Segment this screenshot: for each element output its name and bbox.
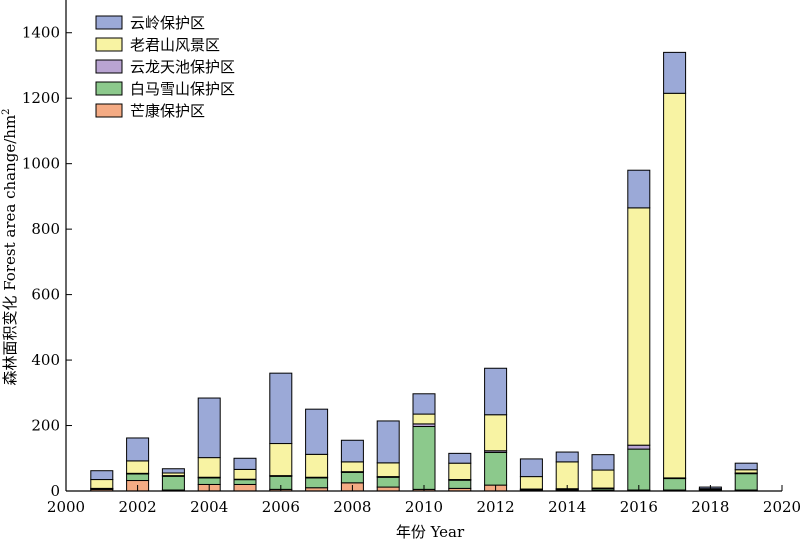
bar-segment-2019-1 bbox=[734, 473, 758, 491]
y-tick-label-1200: 1200 bbox=[22, 89, 60, 107]
y-tick-label-400: 400 bbox=[31, 351, 60, 369]
y-tick-label-0: 0 bbox=[50, 482, 60, 500]
bar-segment-2016-2 bbox=[627, 444, 651, 450]
legend-swatch-1 bbox=[95, 37, 123, 52]
bar-segment-2001-4 bbox=[90, 470, 114, 481]
bar-segment-2009-4 bbox=[376, 420, 400, 464]
bar-segment-2005-1 bbox=[233, 479, 257, 485]
x-tick-label-2008: 2008 bbox=[333, 498, 371, 516]
bar-segment-2004-1 bbox=[197, 477, 221, 485]
x-tick-label-2018: 2018 bbox=[691, 498, 729, 516]
bar-segment-2003-4 bbox=[161, 468, 185, 474]
y-tick-label-600: 600 bbox=[31, 286, 60, 304]
x-tick-label-2002: 2002 bbox=[119, 498, 157, 516]
x-tick-label-2020: 2020 bbox=[763, 498, 800, 516]
bar-segment-2002-4 bbox=[126, 437, 150, 462]
bar-segment-2009-3 bbox=[376, 462, 400, 478]
legend-label-0: 云岭保护区 bbox=[130, 14, 205, 32]
bar-segment-2017-3 bbox=[663, 92, 687, 479]
x-tick-label-2012: 2012 bbox=[477, 498, 515, 516]
bar-segment-2010-1 bbox=[412, 426, 436, 490]
bar-segment-2015-3 bbox=[591, 469, 615, 489]
bar-segment-2017-1 bbox=[663, 478, 687, 491]
x-tick-label-2016: 2016 bbox=[620, 498, 658, 516]
bar-segment-2013-4 bbox=[519, 458, 543, 478]
bar-segment-2010-4 bbox=[412, 393, 436, 415]
bar-segment-2017-4 bbox=[663, 51, 687, 94]
x-axis-title: 年份 Year bbox=[396, 523, 465, 541]
bar-segment-2013-3 bbox=[519, 476, 543, 490]
legend-swatch-4 bbox=[95, 103, 123, 118]
x-tick-label-2004: 2004 bbox=[190, 498, 228, 516]
legend-label-3: 白马雪山保护区 bbox=[130, 80, 235, 98]
bar-segment-2003-1 bbox=[161, 475, 185, 491]
legend-swatch-0 bbox=[95, 15, 123, 30]
y-tick-label-1000: 1000 bbox=[22, 155, 60, 173]
y-tick-label-1400: 1400 bbox=[22, 24, 60, 42]
bar-segment-2008-4 bbox=[340, 439, 364, 463]
bar-segment-2008-1 bbox=[340, 471, 364, 484]
legend-swatch-2 bbox=[95, 59, 123, 74]
bar-segment-2007-4 bbox=[305, 408, 329, 455]
bar-segment-2002-1 bbox=[126, 473, 150, 482]
bar-segment-2010-3 bbox=[412, 413, 436, 425]
bar-segment-2011-4 bbox=[448, 452, 472, 464]
y-tick-label-200: 200 bbox=[31, 417, 60, 435]
legend-label-2: 云龙天池保护区 bbox=[130, 58, 235, 76]
y-axis-title-group: 森林面积变化 Forest area change/hm2 bbox=[1, 108, 19, 385]
bar-segment-2005-4 bbox=[233, 457, 257, 470]
ticks-layer: 2000 2002 2004 2006 2008 2010 2012 2014 2016 2018… bbox=[22, 24, 800, 516]
y-tick-label-800: 800 bbox=[31, 220, 60, 238]
bar-segment-2006-3 bbox=[269, 443, 293, 477]
bar-segment-2014-4 bbox=[555, 451, 579, 463]
bar-segment-2016-1 bbox=[627, 448, 651, 491]
bar-segment-2009-1 bbox=[376, 476, 400, 488]
bar-segment-2008-3 bbox=[340, 461, 364, 473]
bar-segment-2016-3 bbox=[627, 207, 651, 446]
bar-segment-2007-3 bbox=[305, 453, 329, 478]
bar-segment-2005-0 bbox=[233, 483, 257, 492]
bar-segment-2014-3 bbox=[555, 461, 579, 490]
x-tick-label-2000: 2000 bbox=[47, 498, 85, 516]
bar-segment-2004-3 bbox=[197, 457, 221, 478]
x-tick-label-2010: 2010 bbox=[405, 498, 443, 516]
bar-segment-2019-4 bbox=[734, 462, 758, 471]
bar-segment-2004-4 bbox=[197, 397, 221, 459]
bar-segment-2015-4 bbox=[591, 454, 615, 471]
bar-segment-2007-1 bbox=[305, 477, 329, 489]
bar-segment-2012-1 bbox=[484, 451, 508, 486]
bar-segment-2011-3 bbox=[448, 462, 472, 481]
bar-segment-2005-3 bbox=[233, 468, 257, 480]
bar-segment-2002-3 bbox=[126, 460, 150, 474]
legend-swatch-3 bbox=[95, 81, 123, 96]
x-tick-label-2006: 2006 bbox=[262, 498, 300, 516]
y-axis-title: 森林面积变化 Forest area change/hm2 bbox=[1, 108, 19, 385]
bar-segment-2012-4 bbox=[484, 367, 508, 416]
bar-segment-2016-4 bbox=[627, 169, 651, 209]
bar-segment-2011-1 bbox=[448, 479, 472, 489]
legend-label-4: 芒康保护区 bbox=[130, 102, 205, 120]
legend-label-1: 老君山风景区 bbox=[130, 36, 220, 54]
x-tick-label-2014: 2014 bbox=[548, 498, 586, 516]
bar-segment-2001-3 bbox=[90, 479, 114, 489]
bar-segment-2006-4 bbox=[269, 372, 293, 445]
bar-segment-2012-3 bbox=[484, 414, 508, 452]
